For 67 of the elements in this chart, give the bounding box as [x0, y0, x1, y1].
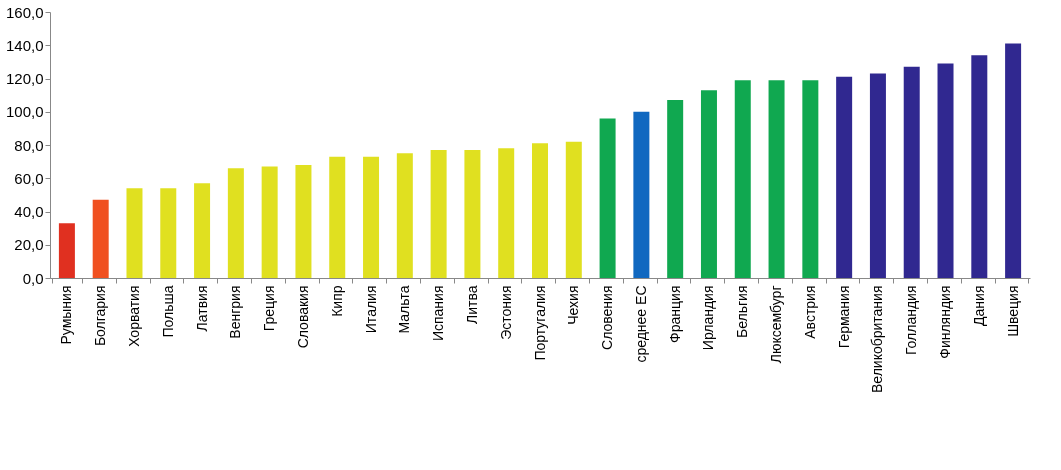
bar	[464, 149, 481, 278]
x-tick-label: Литва	[463, 285, 480, 324]
x-tick-label: Швеция	[1004, 285, 1021, 337]
bar	[92, 199, 109, 278]
bar	[802, 80, 819, 278]
x-tick-label: Румыния	[58, 285, 75, 345]
bar	[227, 168, 244, 278]
x-tick-label: Испания	[430, 285, 447, 342]
bar	[532, 143, 548, 278]
bar	[869, 73, 886, 278]
x-tick-label: Ирландия	[700, 285, 717, 351]
bar	[261, 166, 278, 278]
bar	[498, 148, 515, 278]
x-tick-label: Португалия	[531, 285, 548, 361]
x-tick-label: Чехия	[565, 285, 582, 325]
bar	[633, 111, 650, 278]
bar	[329, 156, 346, 278]
y-tick-label: 100,0	[5, 103, 44, 121]
y-tick-label: 40,0	[14, 203, 44, 220]
x-tick-label: Болгария	[92, 285, 109, 347]
x-tick-label: Хорватия	[125, 285, 142, 347]
x-tick-label: среднее ЕС	[632, 285, 649, 363]
x-tick-label: Италия	[362, 285, 379, 334]
y-tick-label: 20,0	[14, 236, 44, 254]
x-tick-label: Эстония	[497, 285, 514, 340]
y-tick-label: 140,0	[5, 36, 44, 54]
x-tick-label: Люксембург	[768, 285, 785, 364]
bar	[160, 188, 177, 278]
x-tick-label: Франция	[666, 285, 683, 343]
x-tick-label: Дания	[970, 285, 987, 326]
y-tick-label: 80,0	[14, 136, 44, 154]
y-tick-label: 60,0	[14, 169, 44, 187]
x-tick-label: Латвия	[193, 285, 210, 332]
x-tick-label: Австрия	[801, 285, 818, 339]
x-tick-label: Германия	[835, 285, 852, 349]
bar	[295, 164, 312, 278]
bar	[734, 80, 751, 278]
bar	[363, 156, 380, 278]
y-tick-label: 160,0	[5, 3, 44, 21]
bar	[903, 66, 920, 278]
bar	[396, 153, 413, 278]
y-tick-label: 120,0	[5, 70, 44, 87]
x-tick-label: Словакия	[294, 285, 311, 349]
bar	[565, 141, 582, 278]
bar	[430, 149, 447, 278]
bar	[768, 80, 785, 278]
x-tick-label: Голландия	[903, 285, 920, 356]
x-tick-label: Словения	[599, 285, 616, 350]
x-tick-label: Мальта	[396, 285, 413, 334]
x-tick-label: Греция	[261, 285, 278, 332]
x-tick-label: Венгрия	[227, 285, 244, 339]
bar	[667, 100, 684, 278]
bar	[126, 188, 143, 278]
bar	[971, 55, 988, 278]
bar	[1005, 43, 1022, 278]
x-tick-label: Бельгия	[734, 285, 751, 338]
bar	[937, 63, 954, 278]
bar	[194, 183, 211, 278]
y-tick-label: 0,0	[22, 269, 44, 287]
bar	[599, 118, 616, 278]
x-tick-label: Великобритания	[869, 285, 886, 394]
x-tick-label: Польша	[159, 285, 176, 338]
x-tick-label: Финляндия	[937, 285, 954, 359]
bar	[700, 90, 717, 278]
x-tick-label: Кипр	[328, 285, 345, 317]
bar	[58, 223, 75, 278]
bar	[836, 76, 853, 278]
